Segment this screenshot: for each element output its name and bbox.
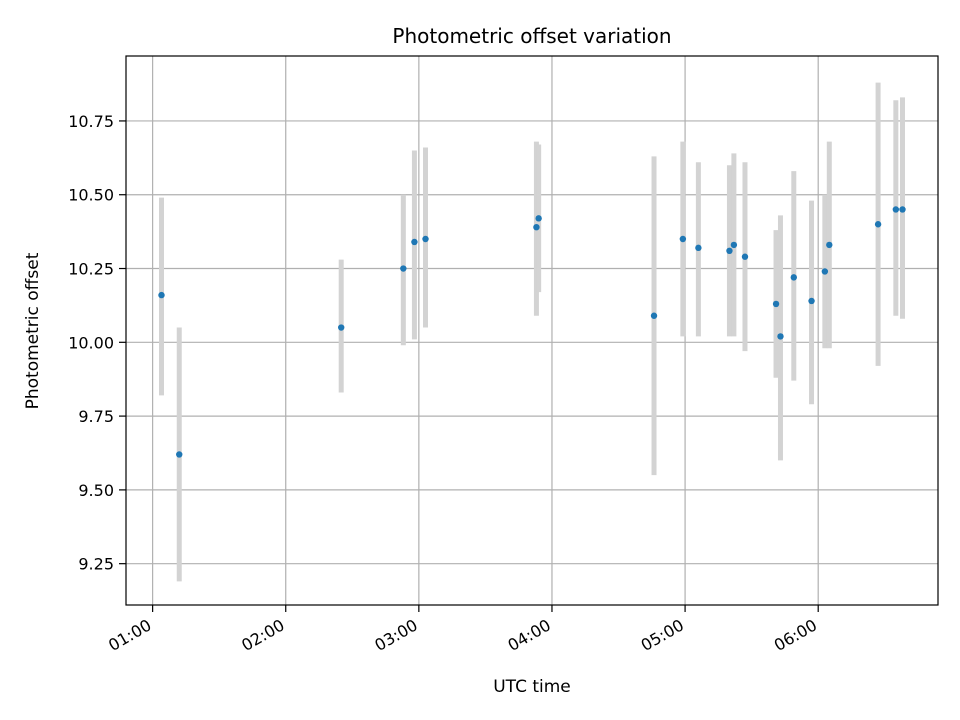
- data-point: [400, 265, 407, 272]
- data-point: [422, 235, 429, 243]
- data-point: [730, 241, 738, 249]
- data-point: [650, 312, 658, 319]
- x-axis-label: UTC time: [493, 677, 571, 697]
- data-points: [158, 206, 906, 458]
- data-point: [790, 274, 797, 281]
- chart-title: Photometric offset variation: [392, 24, 671, 48]
- y-tick-label: 10.00: [68, 333, 114, 352]
- data-point: [892, 206, 900, 213]
- data-point: [158, 291, 165, 299]
- y-tick-label: 9.50: [78, 481, 114, 500]
- data-point: [741, 253, 749, 260]
- data-point: [899, 206, 906, 213]
- y-tick-label: 9.75: [78, 407, 114, 426]
- data-point: [338, 324, 345, 331]
- plot-frame: [125, 55, 939, 606]
- data-point: [777, 333, 784, 340]
- data-point: [874, 221, 882, 228]
- y-tick-label: 9.25: [78, 555, 114, 574]
- data-point: [821, 268, 829, 275]
- data-point: [808, 297, 815, 305]
- data-point: [679, 235, 687, 243]
- y-axis-label: Photometric offset: [23, 252, 43, 409]
- data-point: [176, 451, 183, 458]
- y-axis-ticks: 9.25 9.50 9.75 10.00 10.25 10.50 10.75: [68, 112, 126, 574]
- data-point: [726, 247, 733, 255]
- y-tick-label: 10.75: [68, 112, 114, 131]
- y-tick-label: 10.25: [68, 260, 114, 279]
- data-point: [533, 223, 540, 231]
- data-point: [695, 244, 702, 252]
- data-point: [535, 215, 542, 222]
- data-point: [411, 238, 418, 246]
- data-point: [826, 241, 833, 249]
- y-tick-label: 10.50: [68, 186, 114, 205]
- data-point: [772, 300, 780, 308]
